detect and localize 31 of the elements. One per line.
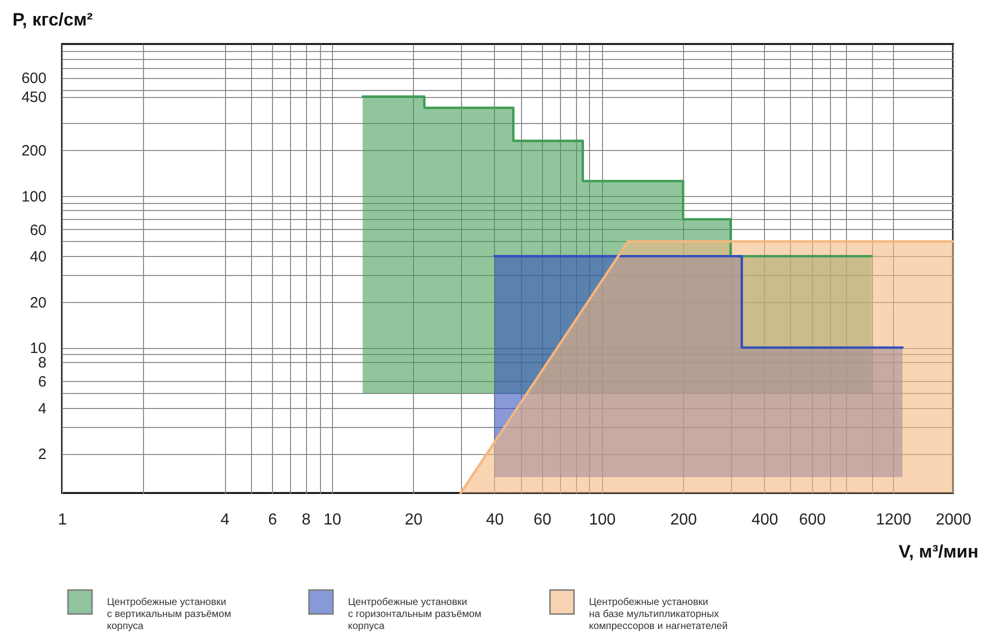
y-tick-label: 450 <box>21 89 46 106</box>
y-tick-label: 100 <box>21 188 46 206</box>
y-tick-label: 2 <box>38 446 46 464</box>
y-tick-label: 60 <box>30 222 46 239</box>
y-tick-label: 40 <box>30 248 46 266</box>
x-tick-label: 20 <box>404 512 423 528</box>
y-tick-label: 200 <box>21 142 46 160</box>
x-tick-label: 10 <box>324 512 342 528</box>
x-tick-label: 40 <box>486 512 504 528</box>
legend-label: Центробежные установки с вертикальным разъёмом корпуса <box>107 597 232 632</box>
x-tick-label: 60 <box>534 512 552 528</box>
x-tick-label: 600 <box>799 512 826 528</box>
y-tick-label: 8 <box>38 354 46 372</box>
x-tick-label: 6 <box>268 512 278 528</box>
x-axis-title: V, м³/мин <box>898 542 978 562</box>
x-tick-label: 2000 <box>936 512 972 528</box>
legend-label: Центробежные установки с горизонтальным разъёмом корпуса <box>348 597 482 632</box>
y-tick-label: 600 <box>21 70 46 88</box>
x-tick-label: 100 <box>588 512 616 528</box>
x-tick-label: 1200 <box>876 512 912 528</box>
legend-label: Центробежные установки на базе мультипликаторных компрессоров и нагнетателей <box>589 597 728 632</box>
x-tick-label: 8 <box>302 512 311 528</box>
x-tick-label: 1 <box>58 512 68 528</box>
y-tick-label: 4 <box>38 400 46 418</box>
x-tick-label: 200 <box>670 512 698 528</box>
x-tick-label: 400 <box>751 512 778 528</box>
y-tick-label: 10 <box>30 340 46 358</box>
y-tick-label: 20 <box>30 294 46 312</box>
y-tick-label: 6 <box>38 374 46 391</box>
y-axis-title: P, кгс/см² <box>12 10 93 30</box>
x-tick-label: 4 <box>220 512 230 528</box>
